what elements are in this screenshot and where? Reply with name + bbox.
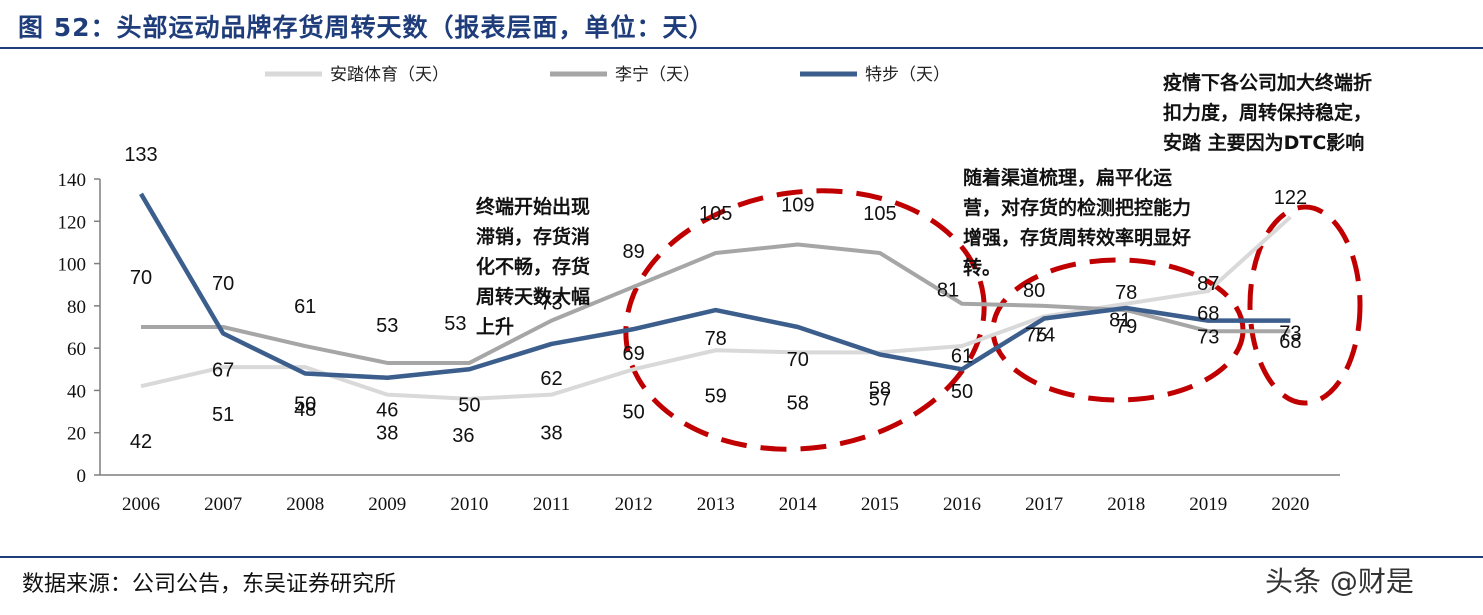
x-tick-label: 2009 — [368, 494, 406, 515]
data-label: 53 — [376, 315, 398, 337]
data-label: 70 — [130, 267, 152, 289]
annotation-2011-2012: 终端开始出现 滞销，存货消 化不畅，存货 周转天数大幅 上升 — [476, 196, 591, 338]
x-tick-label: 2018 — [1107, 494, 1145, 515]
data-label: 70 — [212, 273, 234, 295]
data-label: 73 — [1279, 323, 1301, 345]
data-label: 58 — [787, 392, 809, 414]
data-label: 80 — [1023, 280, 1045, 302]
x-tick-label: 2012 — [615, 494, 653, 515]
data-label: 61 — [951, 345, 973, 367]
data-label: 105 — [863, 203, 896, 225]
series-line-2 — [139, 192, 1291, 380]
x-tick-label: 2008 — [286, 494, 324, 515]
y-tick-label: 120 — [58, 212, 87, 233]
data-label: 73 — [1197, 327, 1219, 349]
data-label: 36 — [452, 425, 474, 447]
figure-title: 图 52：头部运动品牌存货周转天数（报表层面，单位：天） — [18, 13, 715, 42]
data-label: 46 — [376, 400, 398, 422]
data-label: 122 — [1274, 187, 1307, 209]
highlight-ellipse — [623, 188, 987, 452]
chart-canvas: 0 20 40 60 80 100 120 140 2006 2007 2008 2009 2010 20… — [58, 65, 1363, 515]
legend-label-2: 特步（天） — [865, 65, 950, 85]
data-label: 81 — [1109, 310, 1131, 332]
data-label: 81 — [937, 280, 959, 302]
x-tick-label: 2020 — [1271, 494, 1309, 515]
data-label: 78 — [705, 328, 727, 350]
data-label: 68 — [1279, 331, 1301, 353]
data-label: 67 — [212, 359, 234, 381]
y-tick-label: 60 — [67, 339, 86, 360]
data-label: 50 — [458, 394, 480, 416]
data-label: 73 — [540, 293, 562, 315]
data-label: 74 — [1033, 325, 1055, 347]
footer-rule — [0, 556, 1483, 558]
data-label: 62 — [540, 368, 562, 390]
x-tick-label: 2007 — [204, 494, 242, 515]
y-tick-label: 140 — [58, 170, 87, 191]
data-label: 70 — [787, 349, 809, 371]
data-label: 50 — [294, 394, 316, 416]
data-label: 109 — [781, 195, 814, 217]
data-label: 105 — [699, 203, 732, 225]
legend-label-0: 安踏体育（天） — [330, 65, 449, 85]
x-tick-label: 2016 — [943, 494, 981, 515]
data-label: 38 — [540, 423, 562, 445]
data-label: 42 — [130, 431, 152, 453]
data-label: 133 — [124, 144, 157, 166]
x-tick-label: 2017 — [1025, 494, 1063, 515]
x-tick-label: 2010 — [450, 494, 488, 515]
data-label: 87 — [1197, 273, 1219, 295]
title-rule — [0, 47, 1483, 49]
data-label: 69 — [622, 343, 644, 365]
data-label: 53 — [444, 313, 466, 335]
data-label: 78 — [1115, 282, 1137, 304]
y-tick-label: 40 — [67, 381, 86, 402]
annotation-2016-2019: 随着渠道梳理，扁平化运 营，对存货的检测把控能力 增强，存货周转效率明显好 转。 — [963, 167, 1192, 279]
data-label: 50 — [951, 381, 973, 403]
data-label: 38 — [376, 423, 398, 445]
x-tick-label: 2014 — [779, 494, 818, 515]
y-tick-label: 100 — [58, 255, 87, 276]
data-label: 51 — [212, 404, 234, 426]
y-tick-label: 0 — [77, 466, 87, 487]
x-tick-label: 2013 — [697, 494, 735, 515]
source-note: 数据来源：公司公告，东吴证券研究所 — [22, 572, 397, 597]
data-label: 61 — [294, 296, 316, 318]
data-label: 79 — [1115, 316, 1137, 338]
data-label: 75 — [1025, 324, 1047, 346]
legend-label-1: 李宁（天） — [615, 65, 700, 85]
series-line-1 — [141, 242, 1291, 365]
data-label: 58 — [869, 378, 891, 400]
x-tick-label: 2019 — [1189, 494, 1227, 515]
data-label: 68 — [1197, 303, 1219, 325]
data-label: 50 — [622, 401, 644, 423]
data-label: 57 — [869, 388, 891, 410]
y-tick-label: 20 — [67, 424, 86, 445]
annotation-2020: 疫情下各公司加大终端折 扣力度，周转保持稳定， 安踏 主要因为DTC影响 — [1163, 72, 1373, 154]
data-label: 89 — [622, 241, 644, 263]
x-tick-label: 2006 — [122, 494, 160, 515]
y-tick-label: 80 — [67, 297, 86, 318]
highlight-ellipse — [1247, 204, 1363, 406]
x-tick-label: 2011 — [533, 494, 570, 515]
data-label: 59 — [705, 385, 727, 407]
watermark: 头条 @财是 — [1265, 565, 1414, 598]
data-label: 48 — [294, 399, 316, 421]
x-tick-label: 2015 — [861, 494, 899, 515]
